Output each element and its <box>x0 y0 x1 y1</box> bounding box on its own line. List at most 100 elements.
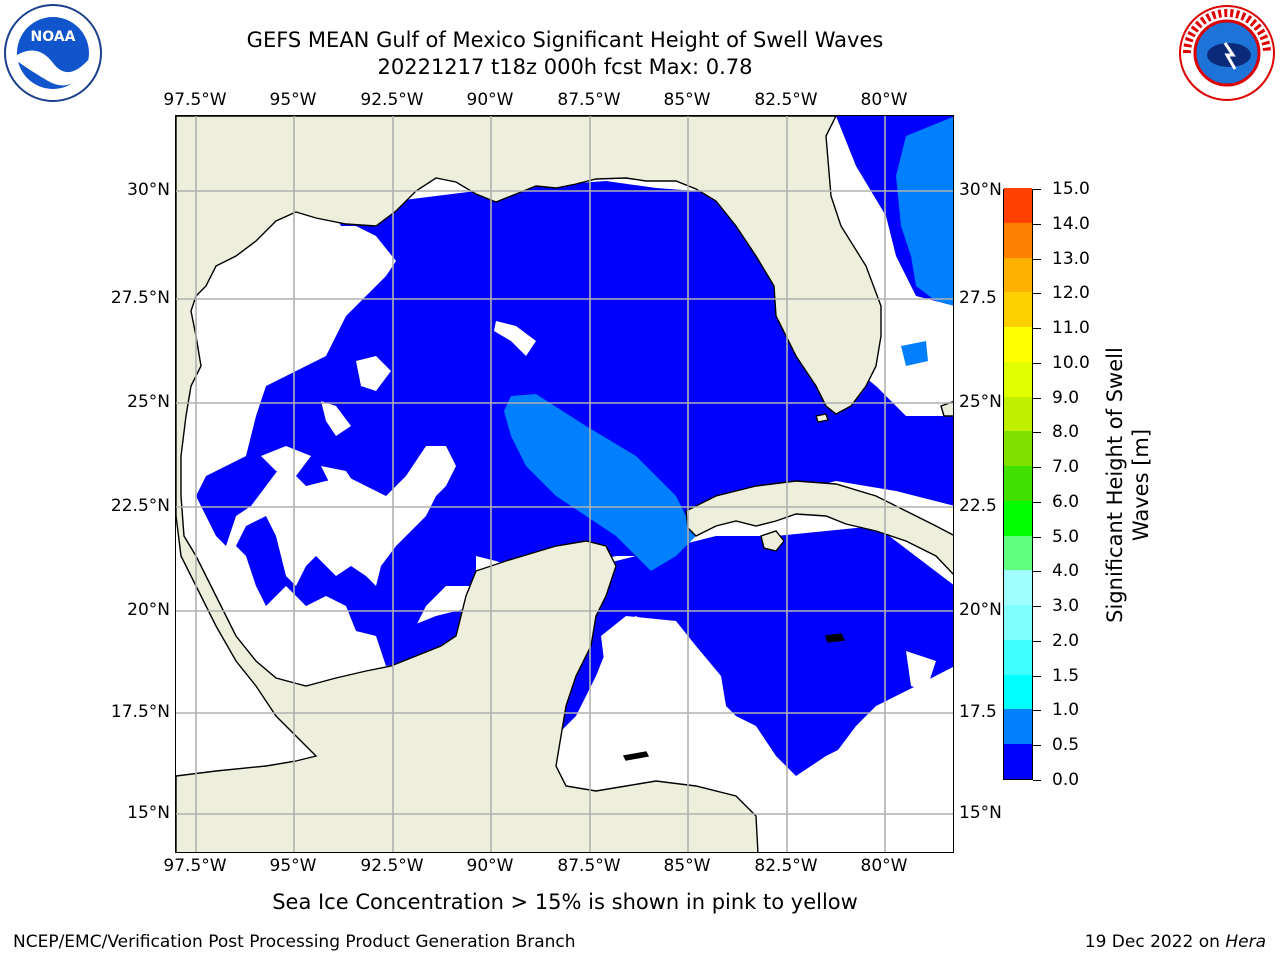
colorbar-label: Significant Height of Swell Waves [m] <box>1103 347 1153 623</box>
lon-tick-label: 95°W <box>269 90 317 110</box>
colorbar-tick-mark <box>1033 536 1041 538</box>
lon-tick-label: 82.5°W <box>754 90 818 110</box>
colorbar-tick-mark <box>1033 501 1041 503</box>
lon-tick-label: 85°W <box>663 90 711 110</box>
land-masses <box>176 116 953 852</box>
lon-tick-label: 95°W <box>269 856 317 876</box>
colorbar-tick-mark <box>1033 223 1041 225</box>
colorbar-tick-mark <box>1033 780 1041 781</box>
colorbar-segment <box>1004 709 1032 745</box>
lon-tick-label: 97.5°W <box>163 856 227 876</box>
lat-tick-label: 15°N <box>127 803 170 823</box>
lat-tick-label: 25°N <box>959 392 1002 412</box>
colorbar-segment <box>1004 291 1032 328</box>
colorbar-tick-label: 7.0 <box>1052 457 1080 478</box>
lon-tick-label: 87.5°W <box>557 90 621 110</box>
lon-tick-label: 92.5°W <box>360 90 424 110</box>
colorbar-tick-mark <box>1033 640 1041 642</box>
colorbar-tick-label: 13.0 <box>1052 248 1090 269</box>
footer-credit: NCEP/EMC/Verification Post Processing Pr… <box>13 932 576 952</box>
lon-tick-label: 90°W <box>466 856 514 876</box>
colorbar-tick-mark <box>1033 745 1041 747</box>
colorbar-tick-mark <box>1033 675 1041 677</box>
colorbar-segment <box>1004 743 1032 779</box>
lon-tick-label: 80°W <box>860 90 908 110</box>
colorbar-segment <box>1004 604 1032 640</box>
colorbar-tick-label: 9.0 <box>1052 387 1080 408</box>
lat-tick-label: 22.5 <box>959 496 997 516</box>
lat-tick-label: 27.5 <box>959 288 997 308</box>
colorbar-tick-label: 10.0 <box>1052 352 1090 373</box>
colorbar-segment <box>1004 222 1032 258</box>
colorbar-tick-label: 1.5 <box>1052 665 1080 686</box>
lon-tick-label: 97.5°W <box>163 90 227 110</box>
colorbar-tick-mark <box>1033 362 1041 364</box>
colorbar-segment <box>1004 535 1032 571</box>
lon-tick-label: 85°W <box>663 856 711 876</box>
noaa-logo-icon: NOAA <box>4 4 102 102</box>
colorbar-tick-label: 8.0 <box>1052 422 1080 443</box>
map-svg <box>176 116 953 852</box>
lon-tick-label: 82.5°W <box>754 856 818 876</box>
lat-tick-label: 17.5°N <box>110 702 170 722</box>
noaa-logo-text: NOAA <box>31 29 76 45</box>
footer-date-text: 19 Dec 2022 on <box>1084 932 1226 952</box>
colorbar-tick-label: 14.0 <box>1052 213 1090 234</box>
colorbar-segment <box>1004 361 1032 397</box>
colorbar-segment <box>1004 187 1032 223</box>
colorbar-tick-mark <box>1033 397 1041 399</box>
colorbar-tick-label: 12.0 <box>1052 283 1090 304</box>
lat-tick-label: 22.5°N <box>110 496 170 516</box>
sea-ice-note: Sea Ice Concentration > 15% is shown in … <box>272 890 858 914</box>
colorbar-segment <box>1004 430 1032 467</box>
lat-tick-label: 20°N <box>959 600 1002 620</box>
colorbar <box>1003 187 1033 780</box>
colorbar-segment <box>1004 500 1032 536</box>
lat-tick-label: 17.5 <box>959 702 997 722</box>
colorbar-tick-label: 11.0 <box>1052 318 1090 339</box>
colorbar-tick-mark <box>1033 258 1041 260</box>
colorbar-tick-mark <box>1033 606 1041 608</box>
lat-tick-label: 27.5°N <box>110 288 170 308</box>
lon-tick-label: 90°W <box>466 90 514 110</box>
nws-logo-icon <box>1179 5 1275 101</box>
map-grid <box>176 116 953 852</box>
colorbar-segment <box>1004 674 1032 710</box>
colorbar-tick-label: 1.0 <box>1052 700 1080 721</box>
colorbar-tick-label: 5.0 <box>1052 526 1080 547</box>
footer-date: 19 Dec 2022 on Hera <box>1085 932 1266 952</box>
colorbar-tick-mark <box>1033 571 1041 573</box>
footer-host: Hera <box>1225 932 1266 952</box>
colorbar-segment <box>1004 396 1032 432</box>
colorbar-tick-label: 6.0 <box>1052 491 1080 512</box>
chart-title: GEFS MEAN Gulf of Mexico Significant Hei… <box>246 28 884 52</box>
colorbar-segment <box>1004 257 1032 293</box>
colorbar-tick-mark <box>1033 293 1041 295</box>
lat-tick-label: 30°N <box>127 180 170 200</box>
swell-field-gaps <box>261 321 953 852</box>
colorbar-segment <box>1004 569 1032 606</box>
chart-subtitle: 20221217 t18z 000h fcst Max: 0.78 <box>377 55 753 79</box>
map-panel <box>175 115 954 853</box>
colorbar-tick-label: 0.5 <box>1052 735 1080 756</box>
colorbar-tick-label: 3.0 <box>1052 596 1080 617</box>
colorbar-segment <box>1004 326 1032 362</box>
lat-tick-label: 25°N <box>127 392 170 412</box>
colorbar-segment <box>1004 465 1032 501</box>
colorbar-tick-mark <box>1033 710 1041 712</box>
colorbar-tick-label: 15.0 <box>1052 179 1090 199</box>
colorbar-tick-mark <box>1033 189 1041 190</box>
lat-tick-label: 20°N <box>127 600 170 620</box>
lon-tick-label: 92.5°W <box>360 856 424 876</box>
colorbar-tick-mark <box>1033 467 1041 469</box>
lat-tick-label: 30°N <box>959 180 1002 200</box>
lon-tick-label: 87.5°W <box>557 856 621 876</box>
colorbar-tick-mark <box>1033 432 1041 434</box>
colorbar-tick-label: 2.0 <box>1052 630 1080 651</box>
colorbar-tick-label: 4.0 <box>1052 561 1080 582</box>
lon-tick-label: 80°W <box>860 856 908 876</box>
colorbar-segment <box>1004 639 1032 675</box>
colorbar-tick-mark <box>1033 328 1041 330</box>
colorbar-tick-label: 0.0 <box>1052 770 1080 790</box>
lat-tick-label: 15°N <box>959 803 1002 823</box>
